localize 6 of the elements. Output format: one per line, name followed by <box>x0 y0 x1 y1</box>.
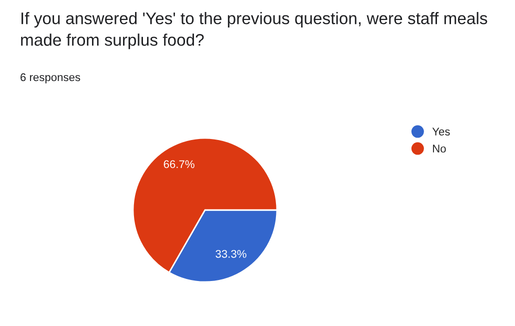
data-label: 66.7% <box>164 160 194 168</box>
data-label: 33.3% <box>216 250 246 258</box>
legend-label: Yes <box>432 128 450 136</box>
chart-subtitle: 6 responses <box>20 73 80 84</box>
chart-title: If you answered 'Yes' to the previous question, were staff meals made from surplus food? <box>21 12 488 50</box>
legend-label: No <box>433 144 446 153</box>
